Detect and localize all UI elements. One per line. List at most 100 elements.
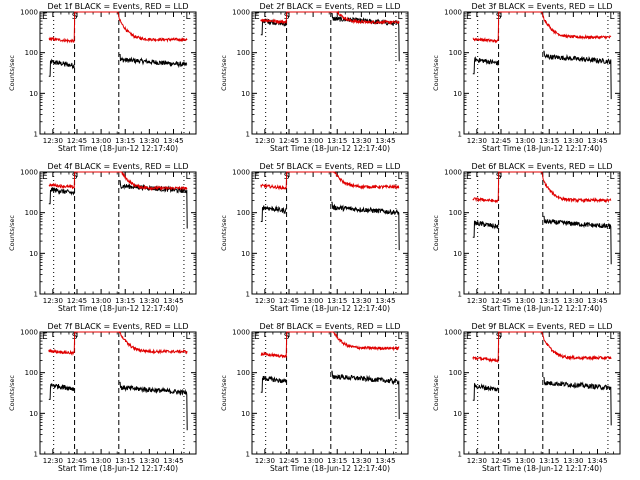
- events-line: [119, 381, 188, 431]
- x-tick-label: 13:15: [327, 137, 347, 145]
- y-axis-label: Counts/sec: [8, 215, 16, 251]
- x-tick-label: 12:45: [67, 457, 87, 465]
- events-line: [260, 375, 287, 393]
- lld-line: [472, 171, 612, 204]
- x-tick-label: 13:00: [303, 457, 323, 465]
- y-axis-label: Counts/sec: [220, 375, 228, 411]
- x-tick-label: 13:30: [139, 297, 159, 305]
- x-tick-label: 13:45: [375, 137, 395, 145]
- x-tick-label: 12:45: [67, 297, 87, 305]
- panel-title: Det 8f BLACK = Events, RED = LLD: [259, 322, 400, 331]
- y-tick-label: 1000: [232, 169, 250, 177]
- lld-line: [260, 331, 400, 359]
- x-tick-label: 12:30: [43, 457, 63, 465]
- panel-1: Det 1f BLACK = Events, RED = LLD 1 10 100 10…: [8, 2, 197, 153]
- y-axis-label: Counts/sec: [220, 55, 228, 91]
- x-tick-label: 13:30: [139, 457, 159, 465]
- events-line: [119, 54, 188, 69]
- panel-title: Det 3f BLACK = Events, RED = LLD: [471, 2, 612, 11]
- events-line: [543, 215, 612, 265]
- x-tick-label: 13:45: [163, 137, 183, 145]
- lld-line: [48, 11, 188, 44]
- events-line: [260, 205, 287, 222]
- plot-frame: [463, 331, 621, 455]
- events-line: [472, 382, 499, 401]
- events-line: [543, 50, 612, 100]
- x-tick-label: 12:30: [467, 297, 487, 305]
- x-tick-label: 13:30: [351, 297, 371, 305]
- y-tick-label: 10: [29, 90, 38, 98]
- x-tick-label: 13:00: [515, 137, 535, 145]
- lld-line: [48, 171, 188, 192]
- y-tick-label: 1000: [20, 329, 38, 337]
- x-axis-label: Start Time (18-Jun-12 12:17:40): [58, 464, 178, 473]
- y-tick-label: 1: [246, 451, 250, 459]
- y-tick-label: 1: [34, 131, 38, 139]
- x-tick-label: 12:30: [255, 457, 275, 465]
- events-line: [472, 220, 499, 238]
- y-tick-label: 1: [246, 131, 250, 139]
- x-tick-label: 13:15: [327, 297, 347, 305]
- marker-l: L: [397, 332, 402, 342]
- marker-e: E: [254, 332, 260, 342]
- x-tick-label: 12:45: [279, 137, 299, 145]
- y-tick-label: 1: [246, 291, 250, 299]
- events-line: [48, 187, 75, 205]
- y-tick-label: 10: [29, 410, 38, 418]
- y-tick-label: 1: [458, 451, 462, 459]
- x-tick-label: 13:30: [563, 297, 583, 305]
- panel-2: Det 2f BLACK = Events, RED = LLD 1 10 100 10…: [220, 2, 409, 153]
- panel-title: Det 6f BLACK = Events, RED = LLD: [471, 162, 612, 171]
- lld-line: [48, 331, 188, 356]
- marker-l: L: [609, 332, 614, 342]
- y-tick-label: 10: [453, 250, 462, 258]
- x-tick-label: 13:15: [115, 137, 135, 145]
- plot-frame: [463, 171, 621, 295]
- y-tick-label: 100: [25, 209, 38, 217]
- y-tick-label: 1000: [232, 329, 250, 337]
- marker-e: E: [254, 172, 260, 182]
- y-tick-label: 100: [237, 369, 250, 377]
- x-tick-label: 12:45: [279, 457, 299, 465]
- panel-6: Det 6f BLACK = Events, RED = LLD 1 10 100 10…: [432, 162, 621, 313]
- panel-4: Det 4f BLACK = Events, RED = LLD 1 10 100 10…: [8, 162, 197, 313]
- y-tick-label: 1000: [444, 9, 462, 17]
- x-tick-label: 13:45: [163, 457, 183, 465]
- y-tick-label: 1000: [444, 329, 462, 337]
- panel-5: Det 5f BLACK = Events, RED = LLD 1 10 100 10…: [220, 162, 409, 313]
- events-line: [48, 383, 75, 400]
- panel-title: Det 7f BLACK = Events, RED = LLD: [47, 322, 188, 331]
- events-line: [331, 370, 400, 420]
- x-tick-label: 13:45: [587, 297, 607, 305]
- x-tick-label: 12:30: [43, 297, 63, 305]
- y-tick-label: 100: [25, 369, 38, 377]
- plot-frame: [251, 171, 409, 295]
- y-tick-label: 100: [449, 49, 462, 57]
- x-tick-label: 12:45: [491, 457, 511, 465]
- panel-8: Det 8f BLACK = Events, RED = LLD 1 10 100 10…: [220, 322, 409, 473]
- y-tick-label: 100: [237, 209, 250, 217]
- y-axis-label: Counts/sec: [8, 55, 16, 91]
- x-tick-label: 12:30: [467, 457, 487, 465]
- x-axis-label: Start Time (18-Jun-12 12:17:40): [270, 144, 390, 153]
- x-axis-label: Start Time (18-Jun-12 12:17:40): [270, 304, 390, 313]
- x-tick-label: 12:45: [67, 137, 87, 145]
- y-tick-label: 1: [458, 291, 462, 299]
- y-tick-label: 10: [241, 410, 250, 418]
- panel-title: Det 5f BLACK = Events, RED = LLD: [259, 162, 400, 171]
- y-tick-label: 1000: [232, 9, 250, 17]
- x-axis-label: Start Time (18-Jun-12 12:17:40): [482, 304, 602, 313]
- x-tick-label: 13:30: [351, 137, 371, 145]
- x-tick-label: 12:30: [255, 137, 275, 145]
- marker-l: L: [609, 172, 614, 182]
- y-tick-label: 100: [449, 369, 462, 377]
- x-tick-label: 12:30: [43, 137, 63, 145]
- y-tick-label: 10: [241, 90, 250, 98]
- x-tick-label: 13:45: [587, 457, 607, 465]
- x-tick-label: 12:45: [491, 137, 511, 145]
- x-axis-label: Start Time (18-Jun-12 12:17:40): [270, 464, 390, 473]
- x-tick-label: 13:30: [139, 137, 159, 145]
- marker-l: L: [185, 332, 190, 342]
- panel-title: Det 2f BLACK = Events, RED = LLD: [259, 2, 400, 11]
